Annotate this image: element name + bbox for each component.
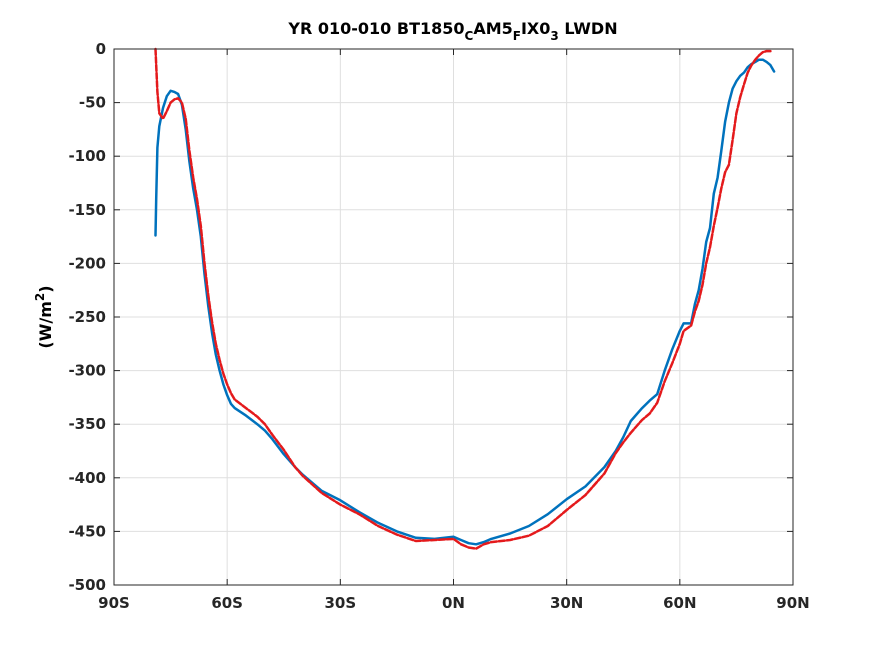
title-sub-f: F [513,29,521,43]
y-tick-label: -450 [68,522,106,540]
x-tick-label: 0N [442,594,465,612]
y-tick-labels: 0 -50 -100 -150 -200 -250 -300 -350 -400 -450 -500 [68,40,106,594]
chart-title: YR 010-010 BT1850CAM5FIX03 LWDN [287,19,617,43]
x-tick-label: 30S [324,594,356,612]
title-part-main: YR 010-010 BT1850 [287,19,464,38]
title-part-ix0: IX0 [521,19,550,38]
y-axis-label: (W/m2) [33,285,55,348]
x-tick-label: 60N [663,594,696,612]
x-tick-labels: 90S 60S 30S 0N 30N 60N 90N [98,594,810,612]
y-tick-label: -350 [68,415,106,433]
series-line-dashed [154,47,772,550]
y-tick-label: -150 [68,201,106,219]
y-tick-label: -400 [68,469,106,487]
title-part-end: LWDN [559,19,618,38]
ylabel-end: ) [36,285,55,292]
title-sub-3: 3 [550,29,558,43]
x-tick-label: 90N [776,594,809,612]
y-tick-label: -100 [68,147,106,165]
x-tick-label: 30N [550,594,583,612]
title-sub-c: C [465,29,474,43]
ylabel-main: (W/m [36,301,55,348]
y-tick-label: -50 [79,94,106,112]
y-tick-label: 0 [96,40,106,58]
ticks [113,48,794,586]
title-part-am5: AM5 [473,19,512,38]
y-tick-label: -300 [68,362,106,380]
y-tick-label: -250 [68,308,106,326]
series-layer [154,47,776,550]
y-tick-label: -200 [68,254,106,272]
x-tick-label: 90S [98,594,130,612]
ylabel-sup: 2 [33,293,47,301]
y-tick-label: -500 [68,576,106,594]
x-tick-label: 60S [211,594,243,612]
series-line-solid [154,58,776,546]
